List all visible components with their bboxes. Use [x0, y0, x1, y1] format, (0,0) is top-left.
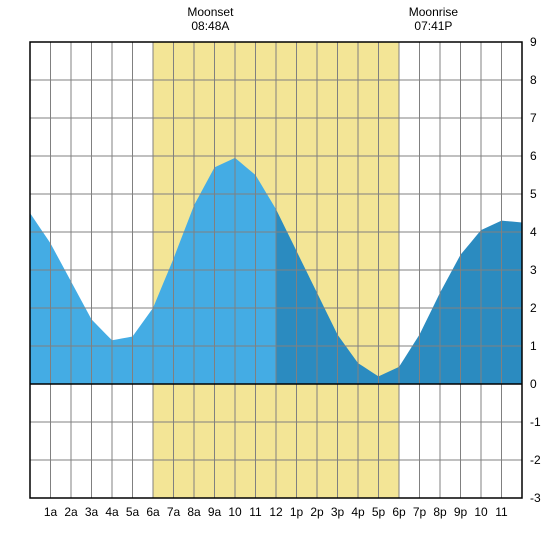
svg-text:11: 11: [249, 505, 262, 519]
svg-text:6: 6: [530, 149, 537, 163]
svg-text:-1: -1: [530, 415, 541, 429]
svg-text:11: 11: [495, 505, 508, 519]
svg-text:9p: 9p: [454, 505, 468, 519]
svg-text:1a: 1a: [44, 505, 58, 519]
svg-text:7a: 7a: [167, 505, 181, 519]
svg-text:-2: -2: [530, 453, 541, 467]
svg-text:-3: -3: [530, 491, 541, 505]
svg-text:4a: 4a: [105, 505, 119, 519]
svg-text:Moonset: Moonset: [187, 5, 234, 19]
svg-text:9a: 9a: [208, 505, 222, 519]
svg-text:6a: 6a: [146, 505, 160, 519]
svg-text:5: 5: [530, 187, 537, 201]
svg-text:0: 0: [530, 377, 537, 391]
svg-text:4: 4: [530, 225, 537, 239]
svg-text:8a: 8a: [187, 505, 201, 519]
svg-text:07:41P: 07:41P: [414, 19, 452, 33]
tide-chart: -3-2-101234567891a2a3a4a5a6a7a8a9a101112…: [0, 0, 550, 550]
svg-text:10: 10: [474, 505, 488, 519]
svg-text:1: 1: [530, 339, 537, 353]
svg-text:8: 8: [530, 73, 537, 87]
svg-text:9: 9: [530, 35, 537, 49]
svg-text:7p: 7p: [413, 505, 427, 519]
tide-chart-svg: -3-2-101234567891a2a3a4a5a6a7a8a9a101112…: [0, 0, 550, 550]
svg-text:10: 10: [228, 505, 242, 519]
svg-text:Moonrise: Moonrise: [409, 5, 459, 19]
svg-text:4p: 4p: [351, 505, 365, 519]
svg-text:12: 12: [269, 505, 283, 519]
svg-text:5a: 5a: [126, 505, 140, 519]
svg-text:5p: 5p: [372, 505, 386, 519]
svg-text:3: 3: [530, 263, 537, 277]
svg-text:08:48A: 08:48A: [191, 19, 229, 33]
svg-text:2p: 2p: [310, 505, 324, 519]
svg-text:2: 2: [530, 301, 537, 315]
svg-text:3a: 3a: [85, 505, 99, 519]
svg-text:6p: 6p: [392, 505, 406, 519]
svg-text:1p: 1p: [290, 505, 304, 519]
svg-text:8p: 8p: [433, 505, 447, 519]
svg-text:7: 7: [530, 111, 537, 125]
svg-text:2a: 2a: [64, 505, 78, 519]
svg-text:3p: 3p: [331, 505, 345, 519]
